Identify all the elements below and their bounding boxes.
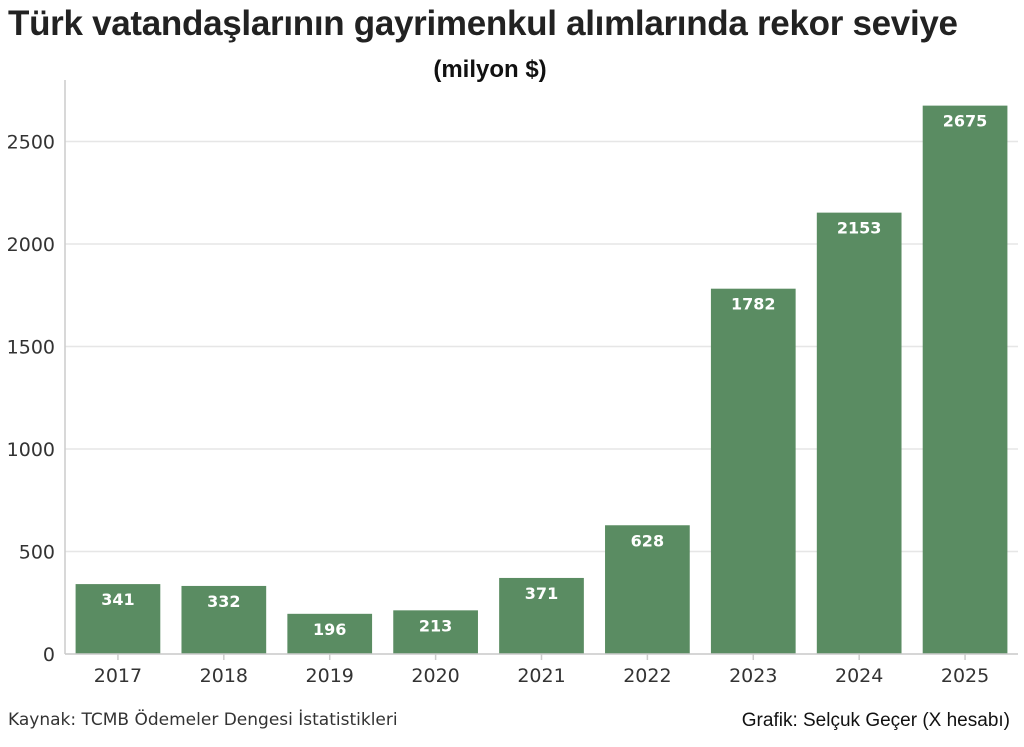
x-tick-label: 2024 — [835, 665, 883, 687]
data-label: 332 — [207, 592, 240, 611]
x-tick-label: 2020 — [411, 665, 459, 687]
y-tick-label: 500 — [19, 542, 55, 564]
bars — [75, 105, 1008, 654]
x-tick-label: 2017 — [94, 665, 142, 687]
x-tick-label: 2023 — [729, 665, 777, 687]
y-tick-label: 2500 — [7, 132, 55, 154]
data-label: 2675 — [943, 112, 988, 131]
bar — [75, 584, 161, 654]
bar — [710, 288, 796, 654]
bar — [499, 577, 584, 654]
data-label: 628 — [631, 531, 664, 550]
bar-labels: 341 332 196 213 371 628 1782 2153 2675 — [101, 112, 987, 639]
y-tick-label: 0 — [43, 644, 55, 666]
x-tick-label: 2019 — [306, 665, 354, 687]
data-label: 341 — [101, 590, 134, 609]
x-tick-label: 2025 — [941, 665, 989, 687]
data-label: 371 — [525, 584, 558, 603]
x-tick-label: 2018 — [200, 665, 248, 687]
data-label: 213 — [419, 616, 452, 635]
chart-subtitle: (milyon $) — [433, 56, 547, 83]
bar — [922, 105, 1008, 654]
bar — [393, 610, 478, 654]
data-label: 2153 — [837, 219, 882, 238]
bar — [287, 613, 373, 654]
y-tick-label: 1000 — [7, 439, 55, 461]
source-note: Kaynak: TCMB Ödemeler Dengesi İstatistik… — [8, 710, 398, 730]
data-label: 1782 — [731, 295, 776, 314]
bar — [605, 525, 690, 654]
data-label: 196 — [313, 620, 346, 639]
bar — [816, 212, 902, 654]
axes: 0 500 1000 1500 2000 2500 2017 2018 2019 2020 2021… — [7, 80, 1018, 687]
credit-note: Grafik: Selçuk Geçer (X hesabı) — [741, 710, 1010, 731]
bar — [181, 585, 267, 654]
chart-title: Türk vatandaşlarının gayrimenkul alımlar… — [8, 4, 958, 43]
x-tick-label: 2022 — [623, 665, 671, 687]
y-tick-label: 2000 — [7, 234, 55, 256]
y-tick-label: 1500 — [7, 337, 55, 359]
x-tick-label: 2021 — [517, 665, 565, 687]
